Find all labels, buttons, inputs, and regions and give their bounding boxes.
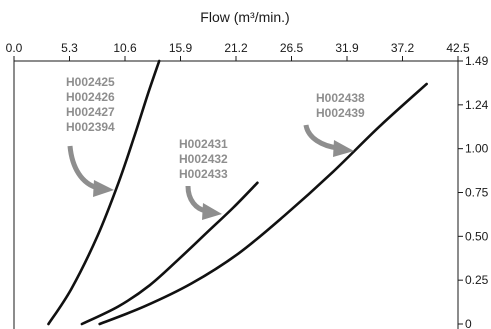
curve-2 xyxy=(80,181,259,326)
annotation-label: H002439 xyxy=(316,106,365,120)
x-tick-label: 21.2 xyxy=(224,41,248,55)
y-tick-label: 1.00 xyxy=(465,142,489,156)
curves xyxy=(47,59,428,326)
x-tick-label: 37.2 xyxy=(391,41,415,55)
annotation-arrowhead xyxy=(202,203,222,220)
annotation-label: H002432 xyxy=(179,152,228,166)
x-tick-label: 26.5 xyxy=(280,41,304,55)
y-tick-label: 1.49 xyxy=(465,54,489,68)
x-tick-label: 15.9 xyxy=(169,41,193,55)
x-tick-label: 5.3 xyxy=(61,41,78,55)
annotation-arrow-shaft xyxy=(67,145,99,191)
annotation-group-2: H002431 H002432 H002433 xyxy=(179,137,228,220)
y-axis-ticks: 1.49 1.24 1.00 0.75 0.50 0.25 0 xyxy=(458,54,489,329)
annotation-group-3: H002438 H002439 xyxy=(303,91,365,157)
annotation-label: H002426 xyxy=(66,90,115,104)
annotation-group-1: H002425 H002426 H002427 H002394 xyxy=(66,75,115,197)
x-tick-label: 31.9 xyxy=(335,41,359,55)
annotation-arrowhead xyxy=(333,140,354,157)
annotation-label: H002433 xyxy=(179,167,228,181)
y-tick-label: 0.25 xyxy=(465,273,489,287)
y-tick-label: 0.75 xyxy=(465,186,489,200)
x-tick-label: 0.0 xyxy=(6,41,23,55)
y-tick-label: 0.50 xyxy=(465,229,489,243)
y-tick-label: 1.24 xyxy=(465,98,489,112)
x-axis-ticks: 0.0 5.3 10.6 15.9 21.2 26.5 31.9 37.2 42.5 xyxy=(6,41,470,61)
x-tick-label: 10.6 xyxy=(113,41,137,55)
curve-1 xyxy=(47,59,161,326)
annotation-label: H002438 xyxy=(316,91,365,105)
curve-3 xyxy=(98,82,428,326)
annotation-arrowhead xyxy=(93,180,114,197)
annotation-label: H002394 xyxy=(66,120,115,134)
x-tick-label: 42.5 xyxy=(446,41,470,55)
annotation-label: H002427 xyxy=(66,105,115,119)
y-tick-label: 0 xyxy=(465,317,472,329)
annotation-label: H002431 xyxy=(179,137,228,151)
annotation-arrow-shaft xyxy=(303,124,339,151)
annotation-label: H002425 xyxy=(66,75,115,89)
x-axis-title: Flow (m³/min.) xyxy=(200,9,289,25)
